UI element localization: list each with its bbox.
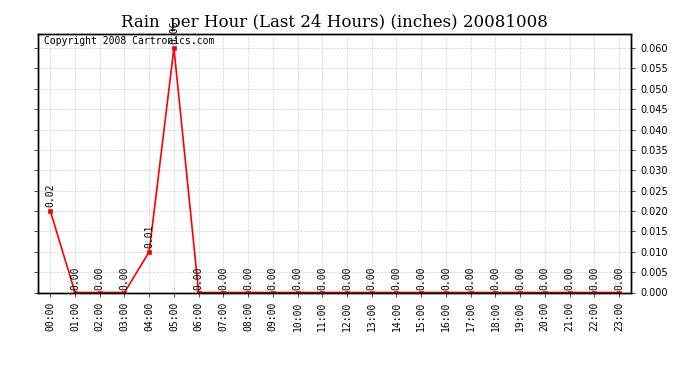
Text: 0.00: 0.00 xyxy=(391,266,402,290)
Text: 0.00: 0.00 xyxy=(293,266,302,290)
Text: 0.00: 0.00 xyxy=(243,266,253,290)
Text: 0.00: 0.00 xyxy=(70,266,80,290)
Text: 0.00: 0.00 xyxy=(317,266,327,290)
Text: 0.00: 0.00 xyxy=(416,266,426,290)
Text: 0.06: 0.06 xyxy=(169,20,179,44)
Text: 0.00: 0.00 xyxy=(367,266,377,290)
Text: 0.01: 0.01 xyxy=(144,224,154,248)
Text: 0.00: 0.00 xyxy=(268,266,278,290)
Text: 0.00: 0.00 xyxy=(540,266,550,290)
Text: 0.00: 0.00 xyxy=(491,266,500,290)
Text: 0.00: 0.00 xyxy=(219,266,228,290)
Text: 0.00: 0.00 xyxy=(614,266,624,290)
Text: 0.00: 0.00 xyxy=(515,266,525,290)
Text: 0.00: 0.00 xyxy=(466,266,475,290)
Title: Rain  per Hour (Last 24 Hours) (inches) 20081008: Rain per Hour (Last 24 Hours) (inches) 2… xyxy=(121,14,548,31)
Text: 0.02: 0.02 xyxy=(46,183,55,207)
Text: 0.00: 0.00 xyxy=(564,266,575,290)
Text: Copyright 2008 Cartronics.com: Copyright 2008 Cartronics.com xyxy=(44,36,215,46)
Text: 0.00: 0.00 xyxy=(342,266,352,290)
Text: 0.00: 0.00 xyxy=(194,266,204,290)
Text: 0.00: 0.00 xyxy=(441,266,451,290)
Text: 0.00: 0.00 xyxy=(589,266,599,290)
Text: 0.00: 0.00 xyxy=(119,266,130,290)
Text: 0.00: 0.00 xyxy=(95,266,105,290)
